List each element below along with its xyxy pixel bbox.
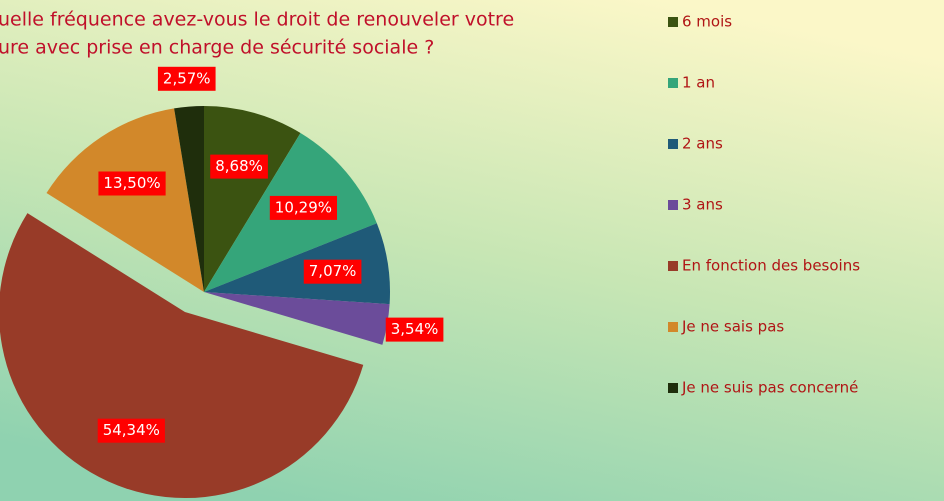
pie-slice bbox=[46, 108, 204, 293]
pie-slice bbox=[204, 106, 301, 292]
data-label-box bbox=[269, 195, 338, 220]
legend-label: 2 ans bbox=[682, 135, 723, 153]
legend-swatch bbox=[668, 200, 678, 210]
data-label: 54,34% bbox=[103, 421, 160, 439]
data-label: 13,50% bbox=[103, 174, 160, 192]
legend-label: 1 an bbox=[682, 74, 715, 92]
data-label-box bbox=[210, 154, 268, 179]
legend-swatch bbox=[668, 322, 678, 332]
legend-label: Je ne suis pas concerné bbox=[681, 379, 858, 397]
pie-slice bbox=[204, 292, 390, 345]
data-label: 10,29% bbox=[275, 198, 332, 216]
chart-title: ure avec prise en charge de sécurité soc… bbox=[0, 37, 434, 59]
data-label-box bbox=[385, 317, 444, 342]
legend-label: En fonction des besoins bbox=[682, 257, 860, 275]
data-label: 8,68% bbox=[215, 157, 263, 175]
legend-swatch bbox=[668, 261, 678, 271]
legend: 6 mois 1 an 2 ans 3 ans En fonction des beso… bbox=[668, 13, 860, 397]
legend-swatch bbox=[668, 78, 678, 88]
pie-slice bbox=[174, 106, 204, 292]
data-label-box bbox=[98, 171, 166, 196]
data-label-box bbox=[97, 418, 165, 443]
chart-title: uelle fréquence avez-vous le droit de re… bbox=[0, 9, 514, 31]
legend-swatch bbox=[668, 139, 678, 149]
data-label: 3,54% bbox=[391, 320, 439, 338]
legend-swatch bbox=[668, 383, 678, 393]
legend-label: 3 ans bbox=[682, 196, 723, 214]
pie-slice bbox=[204, 223, 390, 305]
labels: 8,68% 10,29% 7,07% 3,54% 54,34% 13,50% 2,57% bbox=[97, 66, 444, 443]
data-label: 7,07% bbox=[309, 262, 357, 280]
pie-slice bbox=[0, 213, 364, 499]
data-label-box bbox=[303, 259, 362, 284]
data-label: 2,57% bbox=[163, 69, 211, 87]
legend-label: 6 mois bbox=[682, 13, 732, 31]
legend-label: Je ne sais pas bbox=[681, 318, 784, 336]
data-label-box bbox=[157, 66, 216, 91]
legend-swatch bbox=[668, 17, 678, 27]
